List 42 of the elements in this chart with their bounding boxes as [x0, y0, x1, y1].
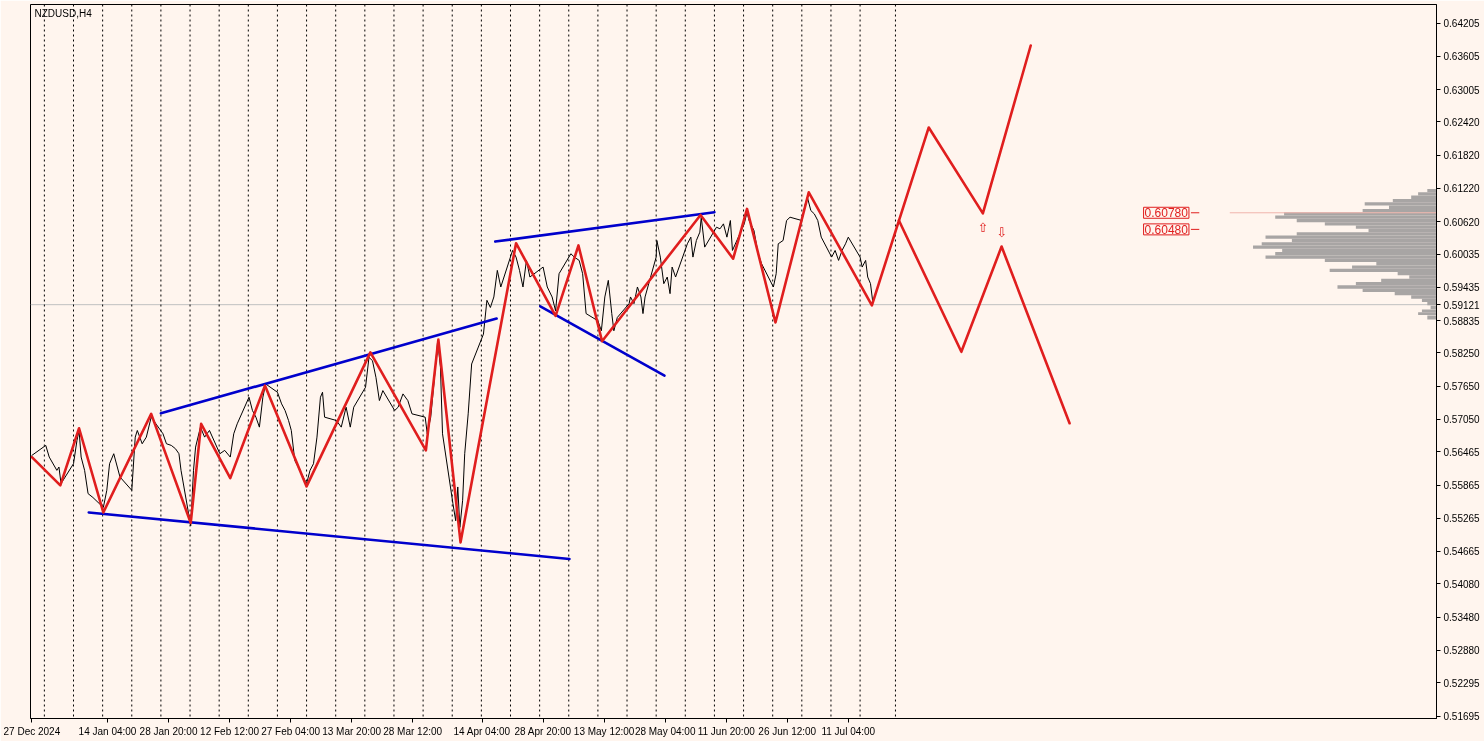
y-tick-label: 0.55265: [1443, 513, 1481, 525]
y-tick-label: 0.51695: [1443, 711, 1481, 723]
y-tick-label: 0.61220: [1443, 183, 1481, 195]
y-tick-label: 0.58250: [1443, 347, 1481, 359]
y-tick-label: 0.60035: [1443, 249, 1481, 261]
y-tick-label: 0.54080: [1443, 578, 1481, 590]
y-tick-label: 0.63005: [1443, 84, 1481, 96]
annotation: ⇩: [996, 224, 1008, 240]
x-tick-label: 14 Jan 04:00: [78, 725, 137, 737]
x-tick-label: 28 May 04:00: [634, 725, 696, 737]
y-tick-label: 0.59435: [1443, 282, 1481, 294]
x-tick-label: 28 Jan 20:00: [139, 725, 198, 737]
y-tick-label: 0.55865: [1443, 480, 1481, 492]
x-tick-label: 27 Feb 04:00: [261, 725, 321, 737]
annotation: ⇧: [977, 220, 989, 236]
y-tick-label: 0.63605: [1443, 51, 1481, 63]
y-tick-label: 0.57650: [1443, 381, 1481, 393]
y-tick-label: 0.64205: [1443, 18, 1481, 30]
x-tick-label: 11 Jul 04:00: [821, 725, 876, 737]
y-tick-label: 0.52880: [1443, 645, 1481, 657]
x-tick-label: 14 Apr 04:00: [453, 725, 511, 737]
y-tick-label: 0.60620: [1443, 216, 1481, 228]
x-tick-label: 13 Mar 20:00: [322, 725, 382, 737]
x-tick-label: 28 Apr 20:00: [514, 725, 572, 737]
y-tick-label: 0.53480: [1443, 612, 1481, 624]
y-tick-label: 0.61820: [1443, 150, 1481, 162]
annotation: 0.60480: [1144, 222, 1189, 237]
x-tick-label: 26 Jun 12:00: [758, 725, 817, 737]
y-tick-label: 0.57050: [1443, 414, 1481, 426]
y-tick-label: 0.56465: [1443, 446, 1481, 458]
ref-line-label: 0.59121: [1443, 299, 1481, 311]
y-tick-label: 0.54665: [1443, 546, 1481, 558]
x-tick-label: 13 May 12:00: [573, 725, 635, 737]
chart-title: NZDUSD,H4: [34, 8, 93, 19]
x-tick-label: 28 Mar 12:00: [383, 725, 443, 737]
x-tick-label: 27 Dec 2024: [3, 725, 61, 737]
annotation: 0.60780: [1144, 206, 1189, 221]
x-tick-label: 12 Feb 12:00: [200, 725, 260, 737]
y-tick-label: 0.52295: [1443, 677, 1481, 689]
x-tick-label: 11 Jun 20:00: [697, 725, 756, 737]
y-tick-label: 0.62420: [1443, 116, 1481, 128]
y-tick-label: 0.58835: [1443, 315, 1481, 327]
